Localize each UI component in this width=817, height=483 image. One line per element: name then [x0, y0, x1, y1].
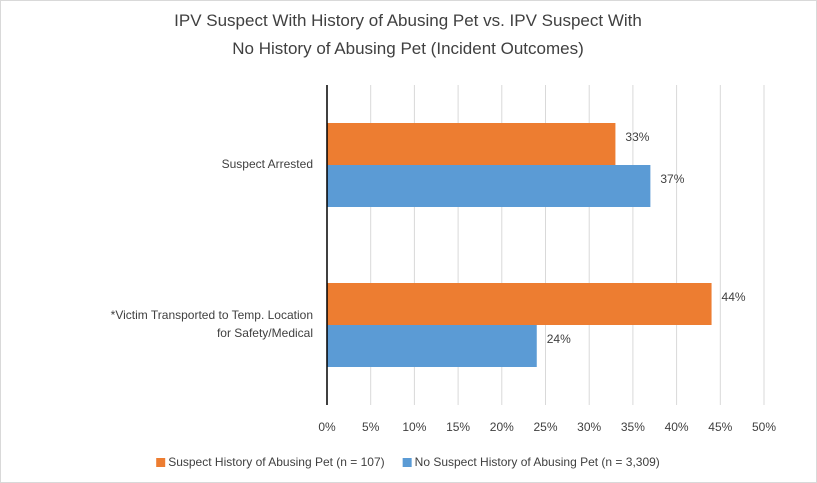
legend-label: No Suspect History of Abusing Pet (n = 3… — [415, 455, 660, 469]
data-label: 33% — [625, 130, 649, 144]
data-label: 44% — [722, 290, 746, 304]
bar — [327, 165, 650, 207]
legend-swatch — [156, 458, 165, 467]
bar — [327, 123, 615, 165]
x-tick-label: 15% — [446, 420, 470, 434]
x-tick-label: 20% — [490, 420, 514, 434]
x-tick-label: 30% — [577, 420, 601, 434]
x-tick-label: 5% — [362, 420, 380, 434]
x-tick-label: 50% — [752, 420, 776, 434]
chart: IPV Suspect With History of Abusing Pet … — [0, 0, 817, 483]
x-tick-label: 35% — [621, 420, 645, 434]
chart-frame — [1, 1, 817, 483]
x-tick-label: 45% — [708, 420, 732, 434]
data-label: 24% — [547, 332, 571, 346]
x-tick-label: 10% — [402, 420, 426, 434]
legend-label: Suspect History of Abusing Pet (n = 107) — [168, 455, 384, 469]
x-tick-label: 25% — [533, 420, 557, 434]
bar — [327, 283, 712, 325]
y-tick-label: Suspect Arrested — [222, 157, 313, 171]
x-tick-label: 40% — [665, 420, 689, 434]
legend-swatch — [403, 458, 412, 467]
x-tick-label: 0% — [318, 420, 336, 434]
bar — [327, 325, 537, 367]
data-label: 37% — [660, 172, 684, 186]
